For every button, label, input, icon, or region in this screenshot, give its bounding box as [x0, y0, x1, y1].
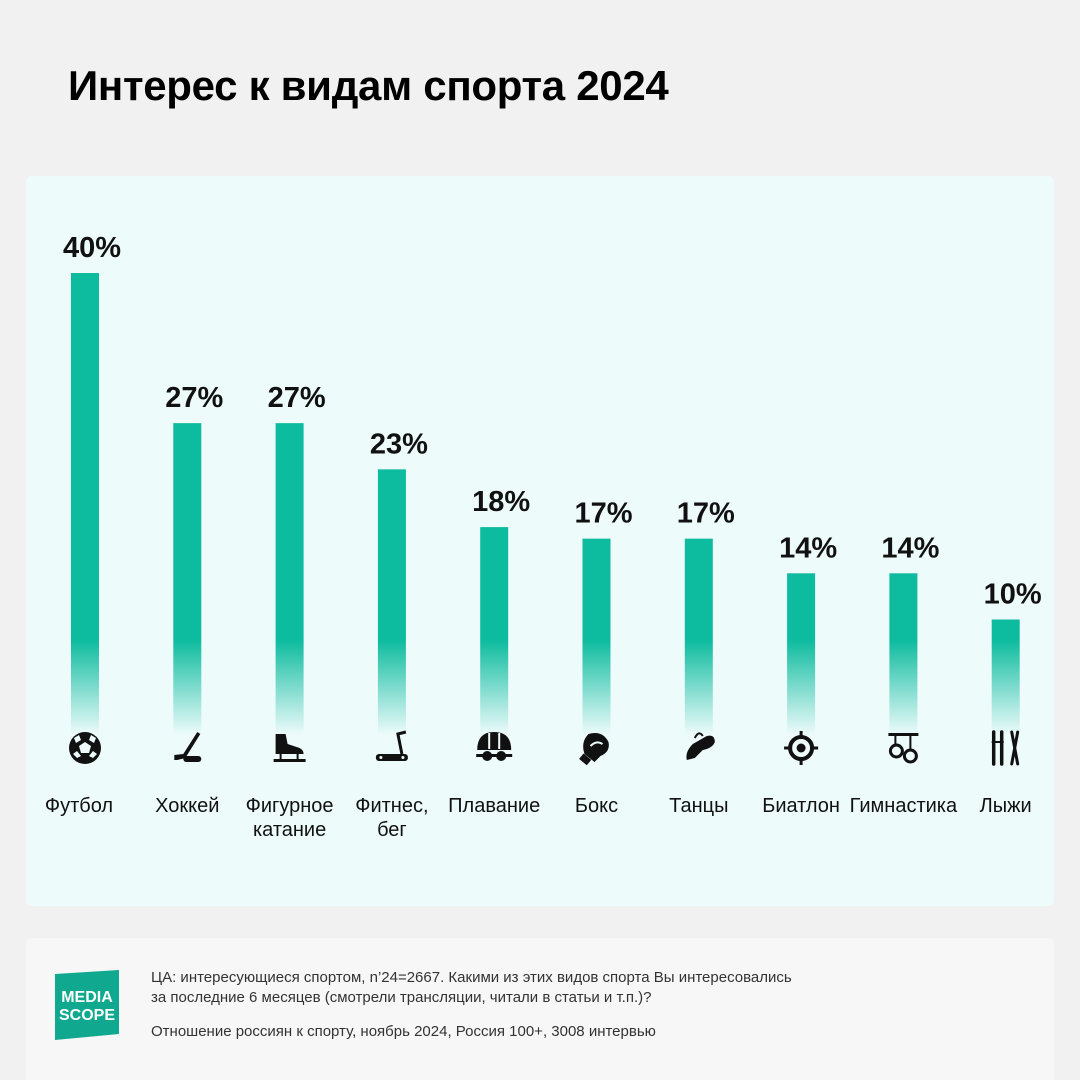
category-label: Плавание	[448, 795, 540, 817]
data-label: 17%	[574, 498, 632, 530]
data-label: 27%	[165, 382, 223, 414]
swim-cap-goggles-icon	[476, 732, 513, 761]
bar	[71, 273, 99, 735]
data-label: 23%	[370, 428, 428, 460]
data-label: 17%	[677, 498, 735, 530]
category-label: Фитнес,	[355, 795, 428, 817]
footnote-source: Отношение россиян к спорту, ноябрь 2024,…	[151, 1023, 656, 1040]
category-label: Лыжи	[980, 795, 1032, 817]
mediascope-logo: MEDIA SCOPE	[55, 970, 119, 1040]
data-label: 18%	[472, 486, 530, 518]
figure-skate-icon	[273, 734, 306, 762]
bar	[991, 619, 1020, 735]
data-label: 14%	[779, 532, 837, 564]
soccer-ball-icon	[69, 732, 101, 764]
bar	[275, 423, 304, 735]
target-crosshair-icon	[784, 731, 819, 765]
boxing-glove-icon	[579, 733, 609, 766]
hockey-stick-icon	[174, 732, 202, 762]
footnote-line: за последние 6 месяцев (смотрели трансля…	[151, 989, 652, 1006]
category-label: Танцы	[669, 795, 728, 817]
data-label: 40%	[63, 232, 121, 264]
category-label: бег	[377, 819, 407, 841]
category-label: катание	[253, 819, 326, 841]
category-label: Футбол	[45, 795, 113, 817]
skis-poles-icon	[991, 730, 1020, 766]
data-label: 14%	[881, 532, 939, 564]
bar	[480, 527, 509, 735]
category-label: Фигурное	[246, 795, 334, 817]
gymnastic-rings-icon	[888, 733, 919, 764]
category-label: Хоккей	[155, 795, 219, 817]
logo-text-line2: SCOPE	[59, 1007, 115, 1024]
bar	[684, 538, 713, 735]
category-label: Биатлон	[762, 795, 840, 817]
footer-panel	[26, 938, 1054, 1080]
dance-shoe-icon	[686, 732, 715, 760]
data-label: 10%	[984, 579, 1042, 611]
logo-background	[55, 970, 119, 1040]
category-label: Бокс	[575, 795, 618, 817]
footnote-line: ЦА: интересующиеся спортом, n’24=2667. К…	[151, 969, 792, 986]
page-title: Интерес к видам спорта 2024	[68, 62, 669, 109]
bar	[787, 573, 816, 735]
bar	[173, 423, 202, 735]
treadmill-icon	[375, 730, 408, 761]
category-label: Гимнастика	[850, 795, 958, 817]
data-label: 27%	[268, 382, 326, 414]
bar	[889, 573, 918, 735]
bar	[377, 469, 406, 735]
bar	[582, 538, 611, 735]
logo-text-line1: MEDIA	[61, 989, 113, 1006]
footnote-question: ЦА: интересующиеся спортом, n’24=2667. К…	[151, 968, 951, 1008]
